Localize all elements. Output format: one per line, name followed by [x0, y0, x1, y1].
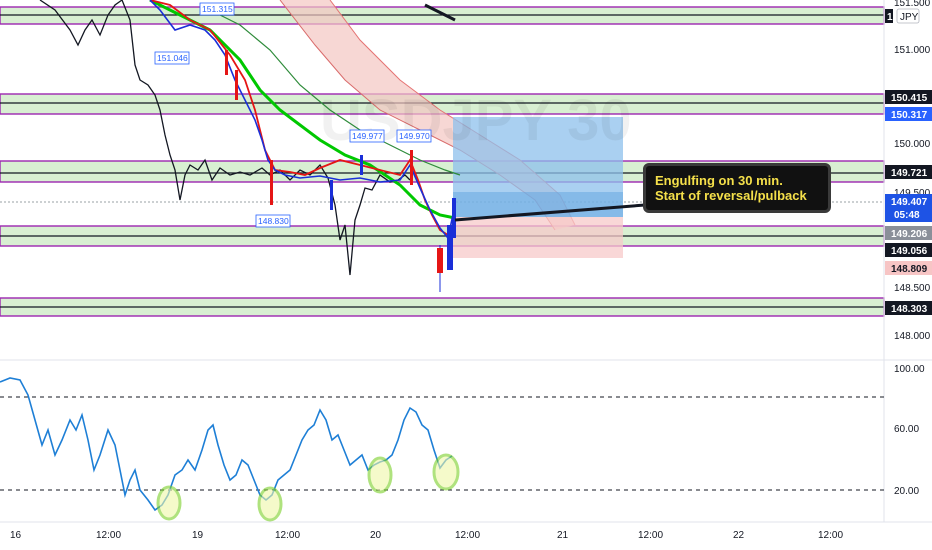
chart-label-3: 149.977 [352, 131, 383, 141]
currency-badge[interactable] [896, 8, 920, 24]
price-label-text: 149.721 [891, 168, 928, 179]
price-label-text: 150.317 [891, 110, 928, 121]
chart-label-4: 149.970 [399, 131, 430, 141]
chart-label-2: 151.046 [157, 53, 188, 63]
price-label-149056 [885, 243, 932, 257]
rsi-oversold-circle [257, 486, 283, 522]
price-tick: 151.500 [894, 0, 931, 9]
rsi-tick: 100.00 [894, 364, 925, 375]
time-tick: 12:00 [638, 530, 663, 541]
price-label-150317 [885, 107, 932, 121]
price-label-current [885, 194, 932, 222]
price-label-text: 150.415 [891, 93, 928, 104]
candles [225, 50, 456, 292]
price-label-text: 148.809 [891, 264, 928, 275]
overlay-black-line [39, 0, 411, 276]
price-label-text: 149.206 [891, 229, 928, 240]
price-tick: 148.500 [894, 283, 931, 294]
rsi-tick: 20.00 [894, 486, 919, 497]
ema-blue [149, 0, 456, 240]
annotation-callout[interactable]: Engulfing on 30 min. Start of reversal/p… [643, 163, 831, 213]
rsi-tick: 60.00 [894, 424, 919, 435]
stop-zone-box[interactable] [453, 217, 623, 258]
symbol-watermark: USDJPY 30 [320, 88, 632, 153]
price-label-149721 [885, 165, 932, 179]
price-tick: 151.000 [894, 45, 931, 56]
rsi-oversold-circle [432, 453, 460, 491]
price-label-text: 148.303 [891, 304, 928, 315]
ema-dark-green [199, 4, 461, 176]
time-tick: 21 [557, 530, 569, 541]
countdown-label: 05:48 [894, 210, 920, 221]
time-tick: 12:00 [96, 530, 121, 541]
price-label-148809 [885, 261, 932, 275]
time-tick: 19 [192, 530, 204, 541]
trend-line[interactable] [424, 3, 456, 22]
annotation-line-2: Start of reversal/pulback [655, 188, 807, 203]
chart-label-1: 151.315 [202, 4, 233, 14]
rsi-oversold-circle [367, 456, 393, 494]
price-tick: 150.000 [894, 139, 931, 150]
price-axis[interactable]: 151.500 151.000 150.000 149.500 148.500 … [885, 0, 932, 342]
chart-price-labels: 151.315 151.046 149.977 149.970 148.830 [154, 2, 432, 228]
price-tick: 148.000 [894, 331, 931, 342]
chart-label-5: 148.830 [258, 216, 289, 226]
price-label-150415 [885, 90, 932, 104]
time-axis[interactable]: 16 12:00 19 12:00 20 12:00 21 12:00 22 1… [10, 530, 843, 541]
currency-label: JPY [900, 12, 919, 23]
time-tick: 12:00 [455, 530, 480, 541]
rsi-pane[interactable]: 100.00 60.00 20.00 [0, 364, 925, 522]
time-tick: 12:00 [275, 530, 300, 541]
price-tick: 149.500 [894, 188, 931, 199]
price-label-text: 149.407 [891, 197, 928, 208]
time-tick: 12:00 [818, 530, 843, 541]
time-tick: 16 [10, 530, 22, 541]
price-label-text: 149.056 [891, 246, 928, 257]
price-badge-text: 1 [887, 12, 893, 23]
sr-zones [0, 6, 885, 317]
time-tick: 20 [370, 530, 382, 541]
callout-pointer [454, 203, 646, 222]
time-tick: 22 [733, 530, 745, 541]
rsi-oversold-circle [156, 485, 182, 521]
annotation-line-1: Engulfing on 30 min. [655, 173, 783, 188]
price-badge-partial [885, 9, 893, 23]
price-label-149206 [885, 226, 932, 240]
price-label-148303 [885, 301, 932, 315]
